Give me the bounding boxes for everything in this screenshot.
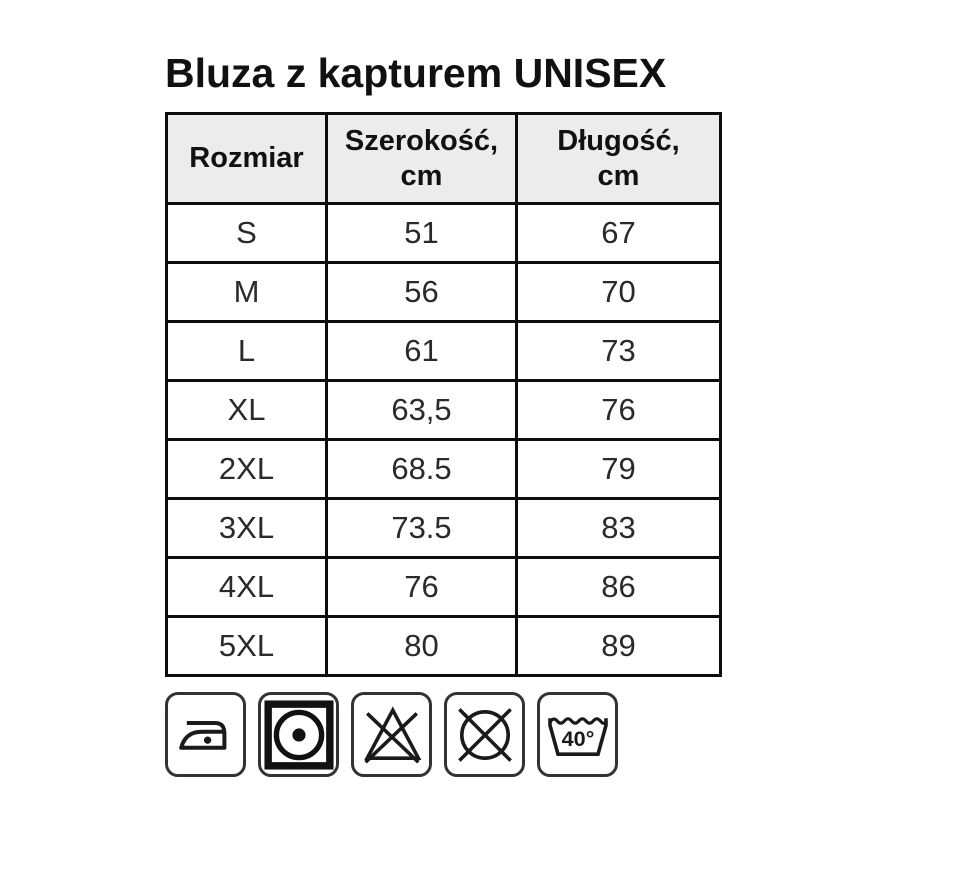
size-cell: 3XL: [165, 497, 328, 559]
wash-temp-label: 40°: [561, 726, 594, 751]
table-row: XL 63,5 76: [165, 379, 722, 441]
width-cell: 73.5: [325, 497, 518, 559]
col-header-width: Szerokość, cm: [325, 112, 518, 205]
length-cell: 89: [515, 615, 722, 677]
length-cell: 73: [515, 320, 722, 382]
width-cell: 51: [325, 202, 518, 264]
table-row: 5XL 80 89: [165, 615, 722, 677]
width-cell: 56: [325, 261, 518, 323]
table-row: 4XL 76 86: [165, 556, 722, 618]
width-cell: 61: [325, 320, 518, 382]
size-chart-content: Bluza z kapturem UNISEX Rozmiar Szerokoś…: [165, 50, 722, 777]
table-row: L 61 73: [165, 320, 722, 382]
page-title: Bluza z kapturem UNISEX: [165, 50, 667, 96]
tumble-dry-icon: [258, 692, 339, 777]
size-cell: S: [165, 202, 328, 264]
size-cell: XL: [165, 379, 328, 441]
length-cell: 79: [515, 438, 722, 500]
length-cell: 86: [515, 556, 722, 618]
iron-low-icon: [165, 692, 246, 777]
col-header-length: Długość, cm: [515, 112, 722, 205]
length-cell: 67: [515, 202, 722, 264]
do-not-bleach-icon: [351, 692, 432, 777]
col-header-size: Rozmiar: [165, 112, 328, 205]
width-cell: 68.5: [325, 438, 518, 500]
col-header-size-label: Rozmiar: [189, 142, 304, 175]
size-cell: 5XL: [165, 615, 328, 677]
table-row: S 51 67: [165, 202, 722, 264]
length-cell: 76: [515, 379, 722, 441]
table-row: 2XL 68.5 79: [165, 438, 722, 500]
table-header-row: Rozmiar Szerokość, cm Długość, cm: [165, 112, 722, 205]
size-cell: L: [165, 320, 328, 382]
wash-40-icon: 40°: [537, 692, 618, 777]
size-cell: M: [165, 261, 328, 323]
length-cell: 70: [515, 261, 722, 323]
size-cell: 4XL: [165, 556, 328, 618]
table-row: 3XL 73.5 83: [165, 497, 722, 559]
width-cell: 63,5: [325, 379, 518, 441]
do-not-dry-clean-icon: [444, 692, 525, 777]
size-cell: 2XL: [165, 438, 328, 500]
care-icons-row: 40°: [165, 692, 722, 777]
width-cell: 76: [325, 556, 518, 618]
table-row: M 56 70: [165, 261, 722, 323]
size-table: Rozmiar Szerokość, cm Długość, cm S 51: [165, 112, 722, 677]
width-cell: 80: [325, 615, 518, 677]
length-cell: 83: [515, 497, 722, 559]
